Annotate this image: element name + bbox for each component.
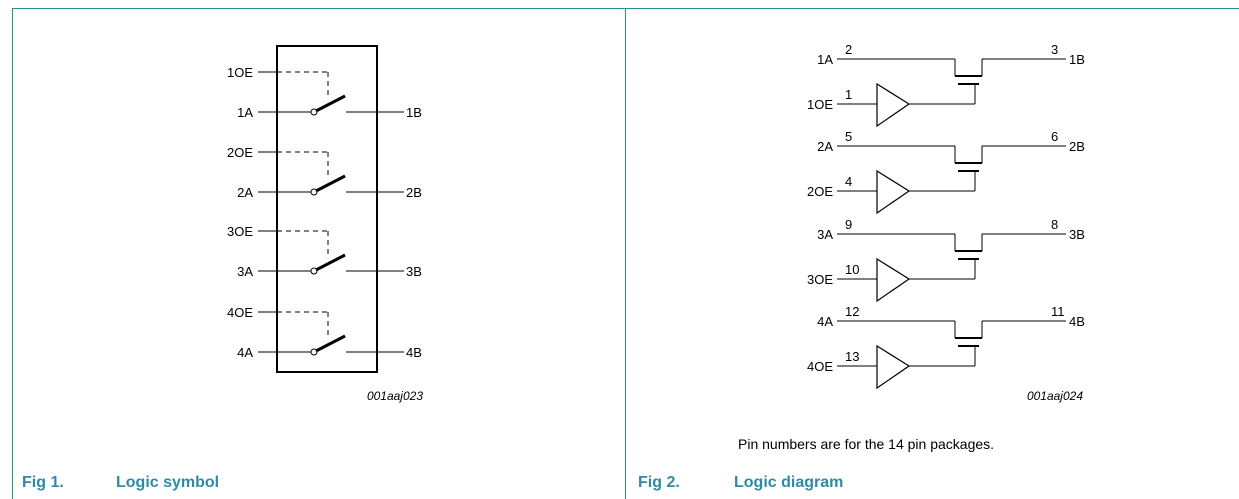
diagram-oe-pin-2: 4 — [845, 174, 852, 189]
a-label-3: 3A — [237, 264, 253, 279]
diagram-b-label-1: 1B — [1069, 52, 1085, 67]
b-label-2: 2B — [406, 185, 422, 200]
buffer-triangle-2 — [876, 169, 911, 215]
figure-2-title: Logic diagram — [734, 474, 844, 491]
buffer-triangle-3 — [876, 257, 911, 303]
diagram-b-label-2: 2B — [1069, 139, 1085, 154]
diagram-channel-1 — [837, 58, 1066, 128]
switch-channel-3 — [258, 230, 404, 275]
diagram-oe-label-2: 2OE — [807, 184, 833, 199]
b-label-3: 3B — [406, 264, 422, 279]
diagram-a-label-2: 2A — [817, 139, 833, 154]
figure-2-number: Fig 2. — [638, 474, 680, 491]
diagram-channel-2 — [837, 145, 1066, 215]
diagram-a-pin-4: 12 — [845, 304, 859, 319]
figure-1-panel — [12, 8, 626, 499]
diagram-oe-pin-1: 1 — [845, 87, 852, 102]
oe-label-1: 1OE — [227, 65, 253, 80]
diagram-oe-pin-3: 10 — [845, 262, 859, 277]
a-label-4: 4A — [237, 345, 253, 360]
figure-1-code: 001aaj023 — [367, 389, 423, 403]
pin-note: Pin numbers are for the 14 pin packages. — [738, 436, 995, 452]
buffer-triangle-4 — [876, 344, 911, 390]
diagram-oe-pin-4: 13 — [845, 349, 859, 364]
diagram-a-label-1: 1A — [817, 52, 833, 67]
oe-label-2: 2OE — [227, 145, 253, 160]
diagram-b-pin-3: 8 — [1051, 217, 1058, 232]
switch-channel-1 — [258, 71, 404, 116]
diagram-oe-label-4: 4OE — [807, 359, 833, 374]
a-label-1: 1A — [237, 105, 253, 120]
diagram-channel-1-labels: 1A 2 3 1B 1OE 1 — [807, 42, 1085, 112]
logic-symbol-box — [276, 45, 378, 373]
figure-2-panel — [626, 8, 1239, 499]
diagram-oe-label-3: 3OE — [807, 272, 833, 287]
diagram-b-pin-2: 6 — [1051, 129, 1058, 144]
diagram-a-label-4: 4A — [817, 314, 833, 329]
diagram-b-label-4: 4B — [1069, 314, 1085, 329]
diagram-a-pin-3: 9 — [845, 217, 852, 232]
diagram-channel-4-labels: 4A 12 11 4B 4OE 13 — [807, 304, 1085, 374]
switch-channel-4 — [258, 311, 404, 356]
diagram-a-label-3: 3A — [817, 227, 833, 242]
b-label-1: 1B — [406, 105, 422, 120]
switch-channel-2 — [258, 151, 404, 196]
diagram-b-label-3: 3B — [1069, 227, 1085, 242]
diagram-channel-3-labels: 3A 9 8 3B 3OE 10 — [807, 217, 1085, 287]
oe-label-4: 4OE — [227, 305, 253, 320]
diagram-a-pin-1: 2 — [845, 42, 852, 57]
figure-1-title: Logic symbol — [116, 474, 220, 491]
diagram-oe-label-1: 1OE — [807, 97, 833, 112]
diagram-channel-2-labels: 2A 5 6 2B 2OE 4 — [807, 129, 1085, 199]
diagram-b-pin-1: 3 — [1051, 42, 1058, 57]
a-label-2: 2A — [237, 185, 253, 200]
buffer-triangle-1 — [876, 82, 911, 128]
diagram-channel-3 — [837, 233, 1066, 303]
figure-2-code: 001aaj024 — [1027, 389, 1083, 403]
diagram-channel-4 — [837, 320, 1066, 390]
oe-label-3: 3OE — [227, 224, 253, 239]
b-label-4: 4B — [406, 345, 422, 360]
diagram-a-pin-2: 5 — [845, 129, 852, 144]
figure-1-number: Fig 1. — [22, 474, 64, 491]
diagram-b-pin-4: 11 — [1051, 304, 1065, 319]
